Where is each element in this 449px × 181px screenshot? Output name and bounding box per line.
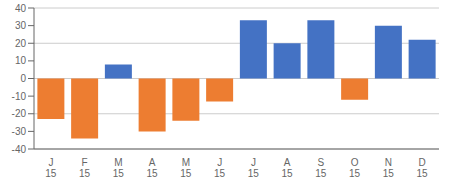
svg-text:J15: J15 (45, 157, 57, 179)
svg-text:-10: -10 (12, 91, 27, 102)
svg-text:J15: J15 (248, 157, 260, 179)
svg-text:20: 20 (15, 38, 27, 49)
svg-text:30: 30 (15, 20, 27, 31)
svg-text:F15: F15 (79, 157, 91, 179)
svg-text:-20: -20 (12, 108, 27, 119)
svg-text:N15: N15 (383, 157, 395, 179)
svg-text:D15: D15 (417, 157, 429, 179)
svg-text:M15: M15 (180, 157, 192, 179)
svg-text:-30: -30 (12, 126, 27, 137)
svg-text:10: 10 (15, 55, 27, 66)
svg-text:A15: A15 (282, 157, 294, 179)
svg-text:O15: O15 (349, 157, 361, 179)
svg-text:M15: M15 (113, 157, 125, 179)
svg-text:S15: S15 (315, 157, 327, 179)
svg-text:40: 40 (15, 3, 27, 14)
svg-text:A15: A15 (147, 157, 159, 179)
svg-text:0: 0 (20, 73, 26, 84)
svg-text:-40: -40 (12, 144, 27, 155)
svg-text:J15: J15 (214, 157, 226, 179)
